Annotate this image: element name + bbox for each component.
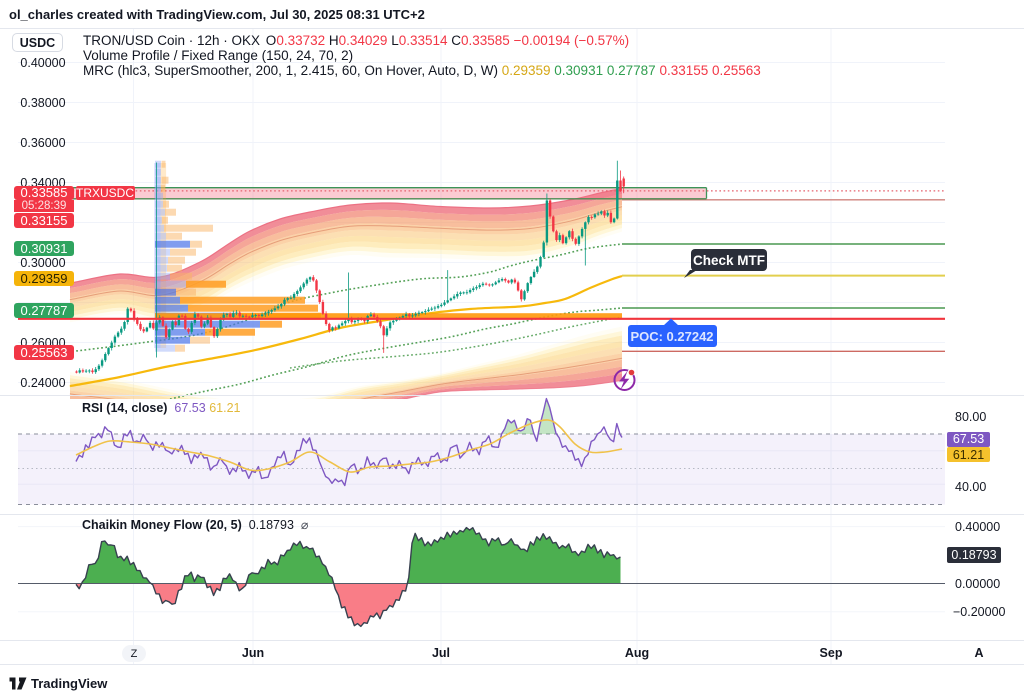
svg-text:Check MTF: Check MTF	[693, 253, 765, 268]
svg-text:POC: 0.27242: POC: 0.27242	[630, 329, 713, 344]
